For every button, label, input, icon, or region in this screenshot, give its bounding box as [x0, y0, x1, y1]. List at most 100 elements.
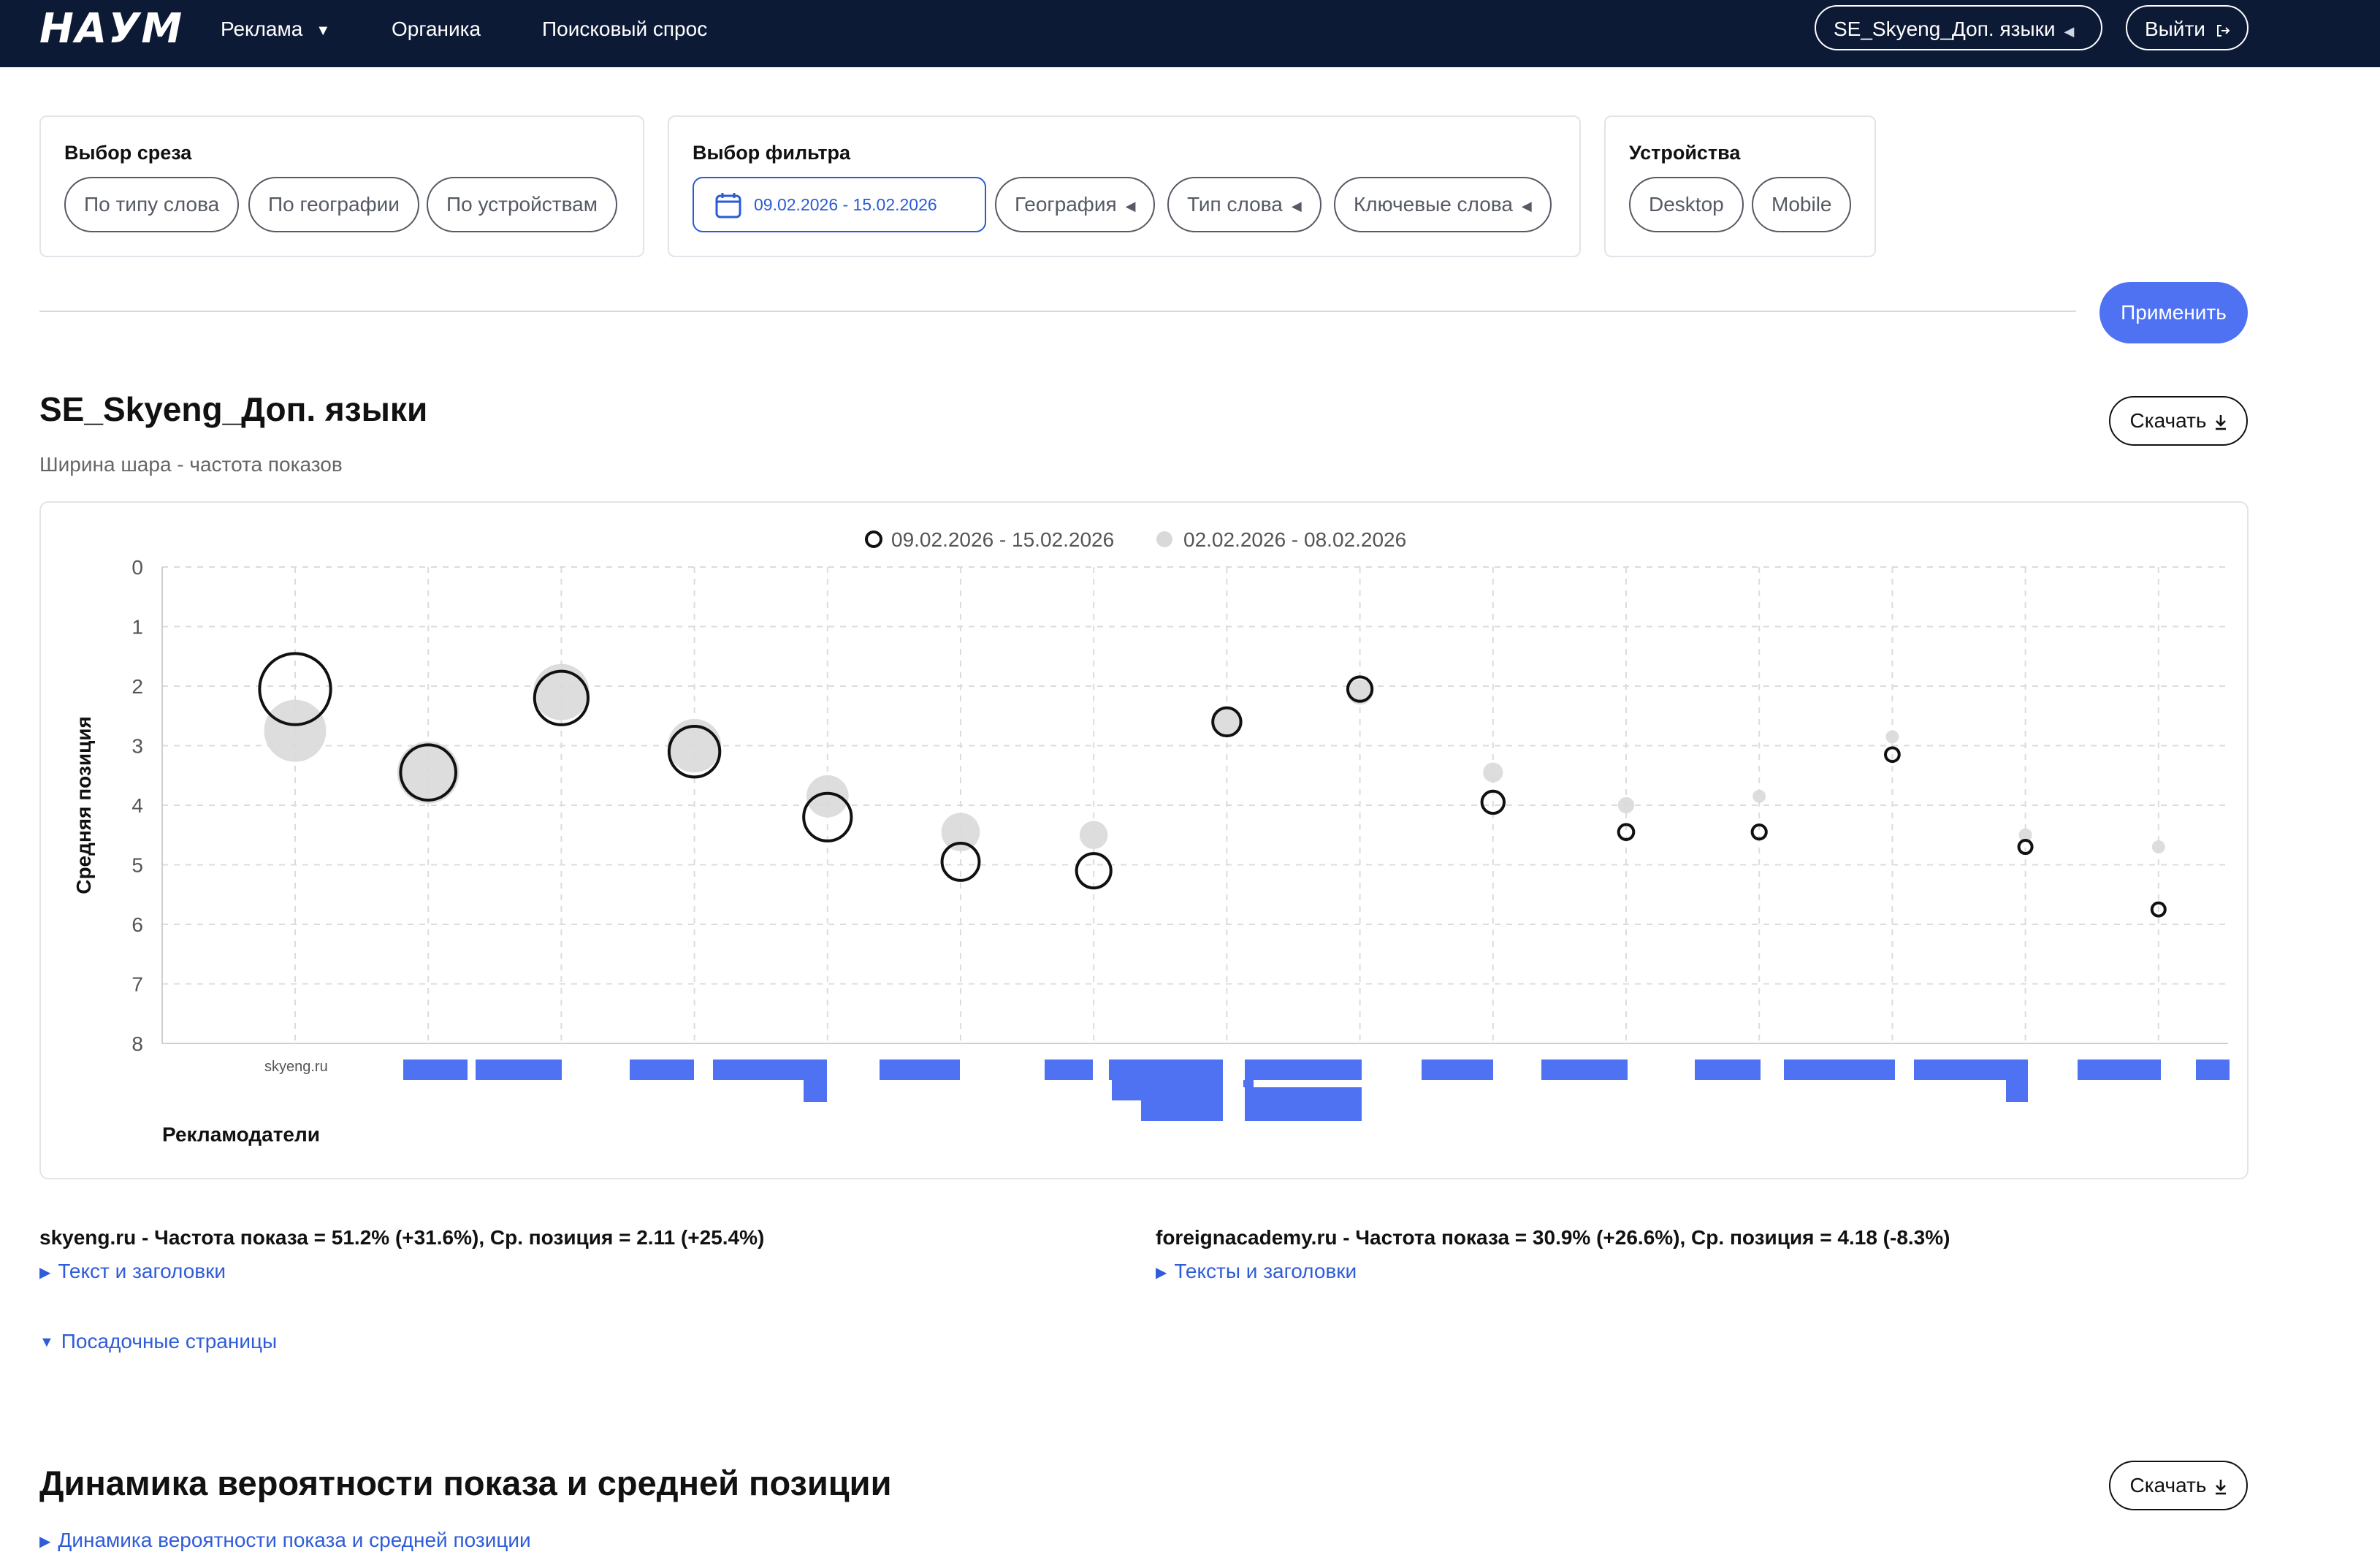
calendar-icon [715, 193, 741, 218]
top-navigation-bar: НАУМ Реклама ▼ Органика Поисковый спрос S… [0, 0, 2380, 67]
project-selector[interactable]: SE_Skyeng_Доп. языки ◀ [1815, 5, 2102, 50]
link-label: Динамика вероятности показа и средней по… [58, 1529, 531, 1551]
caret-left-icon: ◀ [1521, 198, 1532, 213]
download-button-label: Скачать [2129, 1474, 2207, 1496]
bubble-current [1617, 823, 1636, 841]
bubble-previous [1213, 708, 1240, 735]
triangle-right-icon: ▶ [1156, 1265, 1167, 1282]
advertiser-logo-bar [403, 1060, 468, 1080]
dynamics-link[interactable]: ▶ Динамика вероятности показа и средней п… [39, 1529, 531, 1552]
landing-pages-link[interactable]: ▼ Посадочные страницы [39, 1330, 277, 1353]
logout-button[interactable]: Выйти [2126, 5, 2249, 50]
nav-item-advertising[interactable]: Реклама ▼ [221, 15, 330, 45]
advertiser-logo-bar [1245, 1087, 1362, 1121]
word-type-dropdown[interactable]: Тип слова ◀ [1167, 177, 1321, 232]
y-tick-label: 0 [131, 556, 143, 579]
divider [39, 311, 2076, 312]
bubble-chart: 0 1 2 3 4 5 6 7 8 Средняя позиция Рекламодатели sky… [72, 528, 2230, 1146]
slice-by-word-type-button[interactable]: По типу слова [64, 177, 240, 232]
legend-label-current: 09.02.2026 - 15.02.2026 [891, 528, 1114, 551]
geography-dropdown-label: География [1015, 193, 1117, 216]
x-axis-label: Рекламодатели [162, 1123, 320, 1146]
download-icon [2215, 1479, 2226, 1494]
y-tick-label: 2 [131, 675, 143, 698]
legend-marker-previous [1156, 531, 1172, 547]
bubble-current [1750, 823, 1768, 841]
date-range-value: 09.02.2026 - 15.02.2026 [754, 195, 937, 214]
slice-by-device-button[interactable]: По устройствам [427, 177, 617, 232]
advertiser-logo-bar [1695, 1060, 1761, 1080]
dynamics-section-title: Динамика вероятности показа и средней по… [39, 1464, 892, 1502]
date-range-picker[interactable]: 09.02.2026 - 15.02.2026 [693, 177, 986, 232]
advertiser-stat-skyeng: skyeng.ru - Частота показа = 51.2% (+31.… [39, 1226, 765, 1249]
download-button-2[interactable]: Скачать [2109, 1461, 2248, 1510]
legend-marker-current [865, 530, 882, 548]
advertiser-logo-bar [1422, 1060, 1493, 1080]
nav-item-organic[interactable]: Органика [392, 18, 481, 40]
bubble-previous [806, 775, 849, 818]
y-tick-label: 1 [131, 616, 143, 639]
app-logo[interactable]: НАУМ [39, 5, 184, 53]
caret-left-icon: ◀ [2064, 24, 2075, 39]
slice-panel: Выбор среза По типу слова По географии П… [39, 115, 644, 257]
advertiser-logo-bar [804, 1080, 827, 1102]
keywords-dropdown[interactable]: Ключевые слова ◀ [1334, 177, 1552, 232]
advertiser-logo-bar [1784, 1060, 1895, 1080]
y-tick-label: 5 [131, 854, 143, 877]
advertiser-logo-bar [2196, 1060, 2230, 1080]
bubble-previous [941, 813, 980, 852]
bubble-current [2150, 901, 2167, 918]
bubble-current [2017, 839, 2034, 856]
link-label: Тексты и заголовки [1174, 1260, 1357, 1282]
bubble-current [667, 724, 722, 779]
advertiser-logo-bar [1541, 1060, 1628, 1080]
devices-panel-title: Устройства [1629, 142, 1741, 164]
bubble-previous [2151, 840, 2165, 854]
chevron-down-icon: ▼ [316, 22, 331, 39]
texts-and-headlines-link-right[interactable]: ▶ Тексты и заголовки [1156, 1260, 1357, 1283]
device-mobile-button[interactable]: Mobile [1752, 177, 1852, 232]
apply-button[interactable]: Применить [2099, 282, 2248, 343]
triangle-down-icon: ▼ [39, 1334, 54, 1351]
advertiser-logo-bar [1141, 1080, 1223, 1121]
bubble-previous [1483, 762, 1503, 783]
download-icon [2215, 414, 2226, 430]
y-axis-label: Средняя позиция [72, 716, 95, 894]
bubble-current [1211, 706, 1243, 738]
bubble-current [940, 841, 981, 882]
advertiser-logo-bar [2006, 1080, 2028, 1102]
section-title: SE_Skyeng_Доп. языки [39, 390, 428, 428]
x-tick-label: skyeng.ru [264, 1059, 328, 1075]
keywords-dropdown-label: Ключевые слова [1354, 193, 1513, 216]
bubble-current [1480, 789, 1506, 815]
advertiser-logo-bar [630, 1060, 694, 1080]
word-type-dropdown-label: Тип слова [1187, 193, 1283, 216]
advertiser-logo-bar [1243, 1080, 1254, 1087]
bubble-current [533, 669, 590, 726]
triangle-right-icon: ▶ [39, 1265, 51, 1282]
y-tick-label: 4 [131, 794, 143, 817]
bubble-current [258, 652, 332, 726]
triangle-right-icon: ▶ [39, 1534, 51, 1551]
download-button[interactable]: Скачать [2109, 396, 2248, 446]
advertiser-logo-bar [880, 1060, 960, 1080]
geography-dropdown[interactable]: География ◀ [995, 177, 1156, 232]
device-desktop-button[interactable]: Desktop [1629, 177, 1744, 232]
nav-item-label: Реклама [221, 18, 303, 40]
bubble-current [802, 791, 853, 842]
bubble-previous [397, 741, 459, 804]
bubble-previous [1617, 796, 1635, 814]
nav-item-search-demand[interactable]: Поисковый спрос [542, 18, 708, 40]
slice-by-geography-button[interactable]: По географии [248, 177, 419, 232]
advertiser-logo-bar [1045, 1060, 1093, 1080]
bubble-chart-card: 0 1 2 3 4 5 6 7 8 Средняя позиция Рекламодатели sky… [39, 501, 2249, 1179]
bubble-current [399, 743, 457, 802]
texts-and-headlines-link-left[interactable]: ▶ Текст и заголовки [39, 1260, 226, 1283]
advertiser-logo-bar [713, 1060, 827, 1080]
link-label: Посадочные страницы [61, 1330, 278, 1353]
advertiser-logo-bar [2078, 1060, 2161, 1080]
link-label: Текст и заголовки [58, 1260, 226, 1282]
advertiser-logo-bar [1112, 1080, 1141, 1100]
bubble-current [1884, 746, 1901, 764]
bubble-current [1075, 852, 1113, 890]
